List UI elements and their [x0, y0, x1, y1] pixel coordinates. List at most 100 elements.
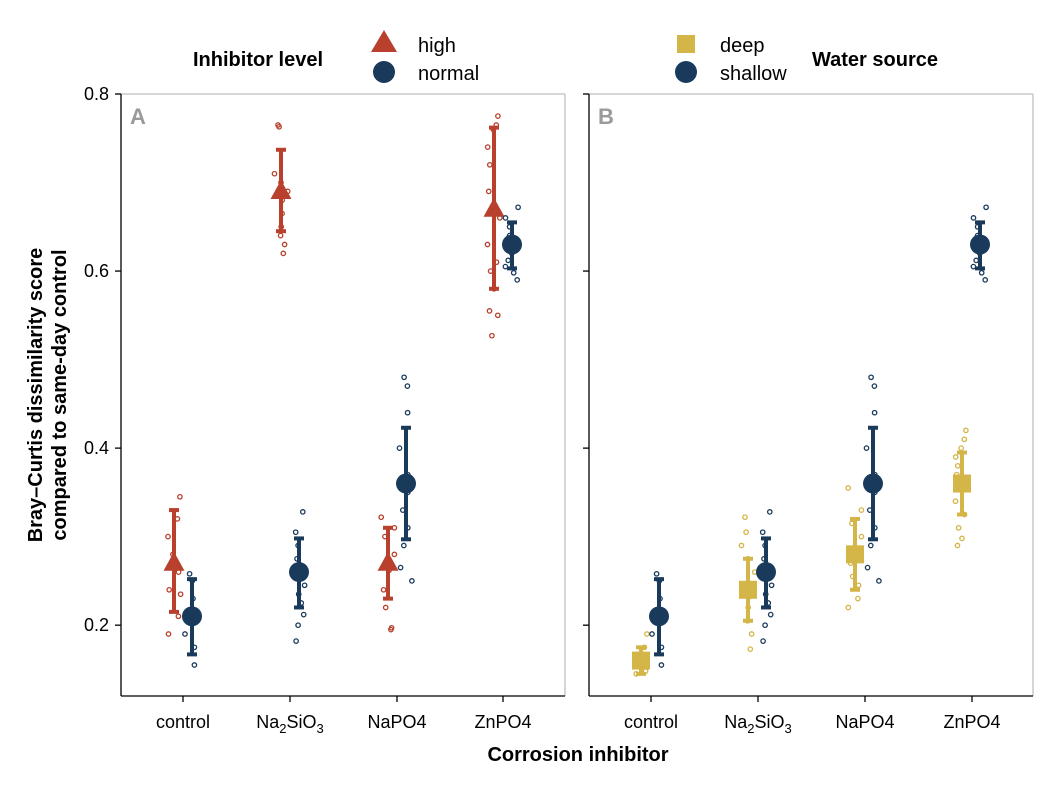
panel-a: A 0.2 0.4 0.6 0.8 control Na2SiO3 NaPO4 ZnPO4	[84, 84, 566, 736]
data-point-high	[486, 308, 493, 314]
data-point-deep	[845, 485, 852, 491]
data-point-normal	[404, 409, 411, 416]
series-shallow	[649, 204, 990, 668]
data-point-deep	[954, 542, 961, 549]
data-point-normal	[400, 542, 407, 549]
legend-title-inhibitor-level: Inhibitor level	[193, 49, 323, 71]
data-point-normal	[300, 611, 307, 618]
x-tick-label-znpo4: ZnPO4	[943, 712, 1000, 732]
legend-label-normal: normal	[418, 63, 479, 85]
x-tick-label-na2sio3: Na2SiO3	[724, 712, 792, 736]
data-point-normal	[293, 638, 299, 644]
data-point-shallow	[767, 611, 774, 618]
data-point-normal	[301, 582, 308, 589]
data-point-normal	[514, 277, 521, 283]
data-point-high	[177, 493, 183, 500]
data-point-shallow	[970, 263, 977, 270]
mean-marker-shallow	[970, 234, 990, 255]
data-point-deep	[952, 454, 959, 460]
data-point-deep	[858, 533, 865, 540]
mean-marker-high	[483, 197, 505, 217]
data-point-high	[489, 332, 495, 339]
data-point-shallow	[983, 204, 989, 211]
data-point-normal	[515, 204, 521, 211]
mean-marker-deep	[846, 545, 864, 564]
panel-tag-a: A	[130, 104, 146, 129]
data-point-shallow	[867, 542, 874, 549]
data-point-high	[177, 591, 184, 598]
data-point-normal	[186, 570, 193, 577]
x-tick-label-napo4: NaPO4	[835, 712, 894, 732]
data-point-high	[165, 533, 171, 540]
mean-marker-high	[270, 179, 292, 199]
data-point-normal	[396, 445, 403, 451]
x-tick-label-control: control	[624, 712, 678, 732]
data-point-deep	[952, 498, 959, 505]
legend-water-source: deep shallow Water source	[675, 35, 938, 85]
data-point-deep	[742, 514, 748, 521]
data-point-deep	[961, 436, 968, 443]
data-point-shallow	[653, 570, 660, 577]
data-point-normal	[409, 578, 415, 584]
data-point-shallow	[760, 638, 766, 644]
data-point-deep	[747, 646, 754, 652]
y-axis-title-line2: compared to same-day control	[49, 249, 71, 540]
data-point-deep	[954, 462, 961, 469]
data-point-high	[281, 241, 288, 248]
data-point-normal	[404, 383, 411, 389]
data-point-high	[277, 232, 284, 239]
data-point-shallow	[982, 277, 989, 283]
mean-marker-shallow	[863, 473, 883, 494]
series-deep	[632, 427, 971, 677]
y-axis-title-line1: Bray–Curtis dissimilarity score	[25, 248, 47, 543]
data-point-deep	[963, 427, 969, 434]
legend-title-water-source: Water source	[812, 49, 938, 71]
data-point-deep	[644, 631, 650, 637]
mean-marker-high	[163, 551, 185, 571]
data-point-high	[391, 551, 398, 558]
y-tick-label: 0.6	[84, 261, 109, 281]
y-tick-label: 0.8	[84, 84, 109, 104]
data-point-high	[382, 604, 389, 611]
data-point-deep	[738, 542, 745, 549]
legend-label-deep: deep	[720, 35, 765, 57]
x-axis-title: Corrosion inhibitor	[487, 744, 668, 766]
data-point-high	[380, 586, 387, 593]
data-point-high	[378, 514, 385, 521]
data-point-normal	[505, 257, 512, 264]
series-normal	[182, 204, 522, 668]
mean-marker-deep	[953, 474, 971, 493]
legend-marker-high	[371, 30, 397, 52]
data-point-high	[276, 123, 282, 130]
mean-marker-shallow	[649, 606, 669, 627]
data-point-shallow	[766, 509, 773, 515]
data-point-shallow	[864, 564, 871, 571]
data-point-shallow	[759, 529, 766, 536]
mean-marker-normal	[182, 606, 202, 627]
mean-marker-deep	[739, 580, 757, 599]
data-point-shallow	[876, 578, 882, 584]
data-point-high	[495, 113, 501, 119]
data-point-shallow	[768, 582, 775, 589]
data-point-high	[494, 312, 501, 319]
x-tick-label-na2sio3: Na2SiO3	[256, 712, 324, 736]
legend-marker-normal	[373, 61, 395, 83]
data-point-high	[165, 631, 172, 637]
data-point-high	[271, 170, 278, 177]
legend-marker-deep	[677, 35, 695, 53]
data-point-normal	[295, 622, 301, 629]
data-point-deep	[748, 631, 755, 637]
data-point-shallow	[978, 269, 985, 276]
data-point-normal	[182, 631, 188, 637]
data-point-shallow	[762, 622, 768, 629]
mean-marker-normal	[289, 562, 309, 583]
data-point-deep	[855, 595, 861, 602]
legend-label-shallow: shallow	[720, 63, 787, 85]
data-point-high	[175, 613, 182, 620]
data-point-normal	[502, 215, 509, 221]
y-tick-label: 0.4	[84, 438, 109, 458]
data-point-deep	[958, 445, 965, 451]
y-tick-label: 0.2	[84, 615, 109, 635]
data-point-normal	[397, 564, 404, 571]
